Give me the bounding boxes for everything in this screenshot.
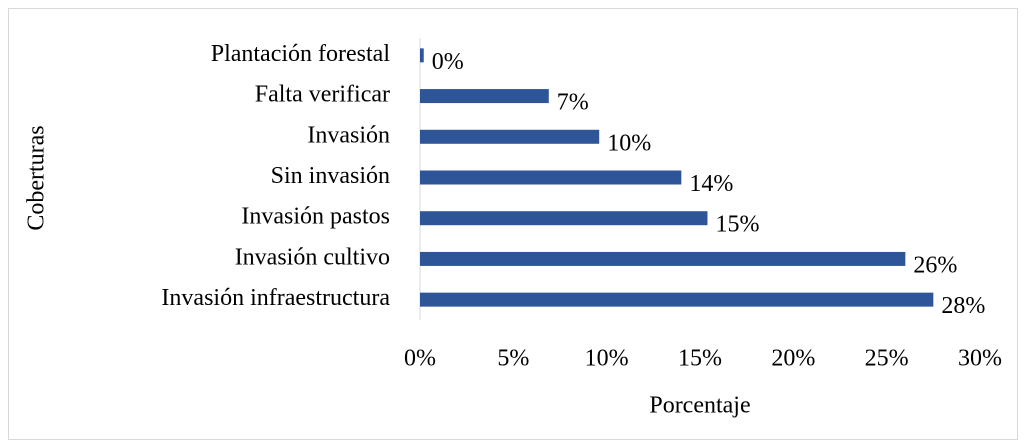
x-tick-label: 0% <box>404 346 436 372</box>
bar <box>420 48 424 63</box>
x-tick-label: 10% <box>585 346 629 372</box>
value-label: 14% <box>689 171 733 197</box>
bar <box>420 292 934 307</box>
y-tick-label: Falta verificar <box>255 82 390 108</box>
value-label: 10% <box>607 130 651 156</box>
bar <box>420 170 682 185</box>
value-label: 7% <box>557 90 589 116</box>
value-label: 28% <box>941 293 985 319</box>
y-tick-label: Invasión <box>307 122 390 148</box>
value-label: 0% <box>432 49 464 75</box>
y-tick-label: Invasión pastos <box>241 204 390 230</box>
y-tick-label: Plantación forestal <box>211 41 391 67</box>
chart-frame <box>8 8 1018 440</box>
x-axis-title: Porcentaje <box>649 393 750 419</box>
bar <box>420 89 549 104</box>
x-tick-label: 15% <box>678 346 722 372</box>
y-axis-title: Coberturas <box>24 125 50 230</box>
value-label: 26% <box>913 252 957 278</box>
bar <box>420 211 708 226</box>
value-label: 15% <box>715 212 759 238</box>
y-tick-label: Invasión cultivo <box>235 244 390 270</box>
bar <box>420 251 906 266</box>
bar <box>420 129 600 144</box>
y-tick-label: Sin invasión <box>271 163 390 189</box>
x-tick-label: 25% <box>865 346 909 372</box>
x-tick-label: 30% <box>958 346 1002 372</box>
x-tick-label: 20% <box>771 346 815 372</box>
x-tick-label: 5% <box>497 346 529 372</box>
y-tick-label: Invasión infraestructura <box>161 285 390 311</box>
